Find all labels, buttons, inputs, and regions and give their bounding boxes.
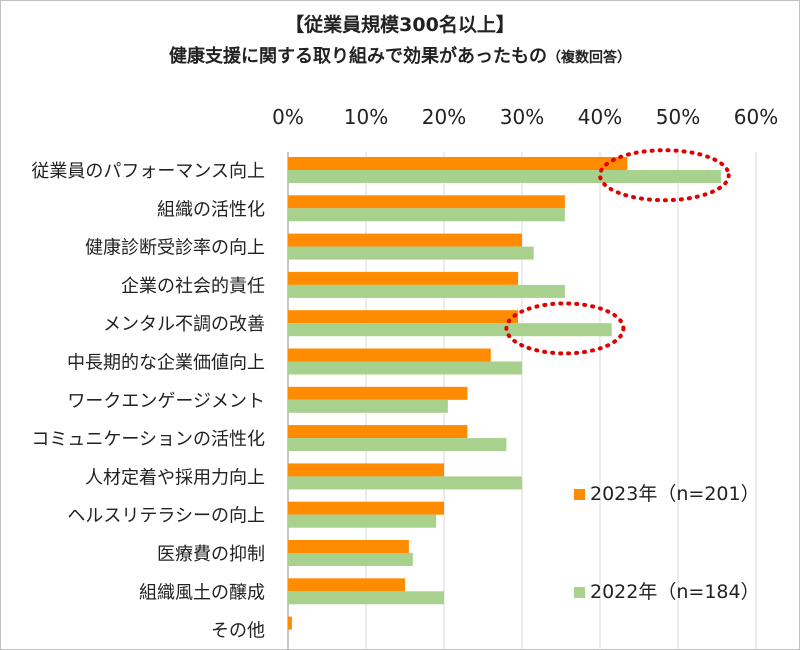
x-tick-label: 20% xyxy=(422,105,466,129)
highlight-ellipse xyxy=(504,301,626,356)
bar-2022 xyxy=(288,553,413,566)
bar-2022 xyxy=(288,170,721,183)
legend-swatch xyxy=(574,587,585,598)
category-label: メンタル不調の改善 xyxy=(103,314,265,335)
category-label: 組織風土の醸成 xyxy=(139,582,265,603)
chart-title: 【従業員規模300名以上】 xyxy=(285,14,515,36)
bar-2023 xyxy=(288,501,444,515)
category-label: 健康診断受診率の向上 xyxy=(85,238,265,259)
chart-subtitle-note: （複数回答） xyxy=(547,50,631,66)
bar-2022 xyxy=(288,438,507,452)
bar-2023 xyxy=(288,425,468,439)
bar-2022 xyxy=(288,208,565,222)
chart-subtitle: 健康支援に関する取り組みで効果があったもの（複数回答） xyxy=(0,42,800,68)
category-label: 医療費の抑制 xyxy=(157,544,265,565)
bar-2022 xyxy=(288,323,612,337)
highlight-ellipse xyxy=(598,148,731,203)
bar-2023 xyxy=(288,195,565,209)
bar-2023 xyxy=(288,540,409,553)
legend-swatch xyxy=(574,489,585,500)
bar-2023 xyxy=(288,616,292,630)
category-label: 組織の活性化 xyxy=(157,199,265,220)
chart-subtitle-main: 健康支援に関する取り組みで効果があったもの xyxy=(169,46,547,67)
category-label: その他 xyxy=(211,621,265,642)
x-tick-label: 30% xyxy=(500,105,544,129)
category-label: ワークエンゲージメント xyxy=(67,391,265,412)
bar-2022 xyxy=(288,399,448,413)
bar-2023 xyxy=(288,386,468,400)
category-label: コミュニケーションの活性化 xyxy=(31,429,265,450)
category-label: ヘルスリテラシーの向上 xyxy=(67,506,265,527)
bar-2023 xyxy=(288,157,628,170)
bar-2022 xyxy=(288,361,522,375)
category-label: 中長期的な企業価値向上 xyxy=(67,353,265,374)
category-label: 人材定着や採用力向上 xyxy=(85,467,265,488)
bar-2023 xyxy=(288,271,519,285)
bar-2022 xyxy=(288,591,444,605)
legend-label: 2023年（n=201） xyxy=(590,483,760,505)
bar-2022 xyxy=(288,476,522,490)
bar-2022 xyxy=(288,514,437,528)
x-tick-label: 10% xyxy=(344,105,388,129)
bar-2022 xyxy=(288,246,534,260)
x-tick-label: 60% xyxy=(734,105,778,129)
bar-2023 xyxy=(288,348,491,362)
x-tick-label: 0% xyxy=(272,105,304,129)
x-tick-label: 40% xyxy=(578,105,622,129)
x-tick-label: 50% xyxy=(656,105,700,129)
bar-2023 xyxy=(288,578,405,592)
legend-label: 2022年（n=184） xyxy=(590,581,760,603)
bar-2023 xyxy=(288,310,519,324)
bar-2023 xyxy=(288,233,522,247)
category-label: 従業員のパフォーマンス向上 xyxy=(31,161,265,182)
bar-2022 xyxy=(288,284,565,298)
bar-2023 xyxy=(288,463,444,477)
category-label: 企業の社会的責任 xyxy=(121,276,265,297)
